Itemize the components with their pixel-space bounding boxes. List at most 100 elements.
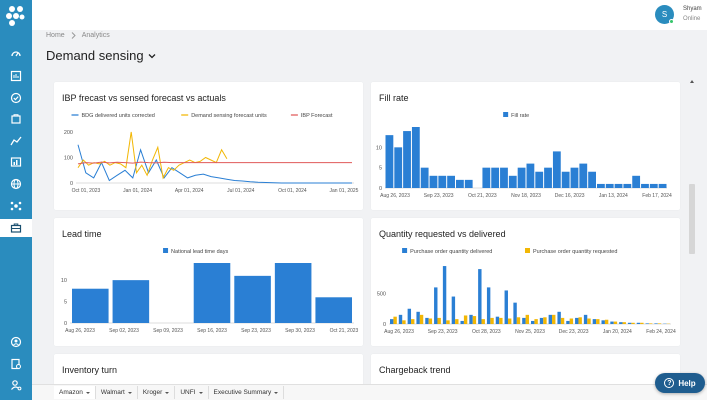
reports-icon[interactable]	[8, 68, 24, 84]
bar	[481, 319, 485, 324]
breadcrumb: Home Analytics	[46, 32, 110, 39]
bar	[649, 183, 658, 188]
caret-down-icon	[274, 391, 279, 394]
x-tick-label: Aug 26, 2023	[380, 193, 410, 199]
bar	[539, 317, 544, 324]
x-tick-label: Aug 26, 2023	[65, 328, 95, 334]
bar	[434, 287, 438, 324]
bar	[398, 314, 403, 324]
bar	[425, 317, 429, 324]
bar	[491, 167, 500, 188]
bar	[403, 131, 411, 188]
x-tick-label: Sep 23, 2023	[424, 193, 454, 199]
card-lead-time: Lead time National lead time days 0 5 10 Aug…	[54, 218, 363, 346]
legend-label: Demand sensing forecast units	[191, 113, 267, 119]
bar	[575, 317, 579, 324]
bar	[428, 318, 433, 324]
bar	[464, 179, 473, 188]
card-title: Chargeback trend	[379, 365, 451, 375]
x-tick-label: Dec 23, 2023	[559, 329, 589, 335]
analytics-icon[interactable]	[8, 154, 24, 170]
dashboard-icon[interactable]	[8, 46, 24, 62]
card-fill-rate: Fill rate Fill rate 0 5 10 Aug 26, 2023 Sep 2…	[371, 82, 680, 210]
x-tick-label: Jan 01, 2024	[123, 188, 152, 194]
x-tick-label: Jul 01, 2024	[227, 188, 254, 194]
y-tick-label: 5	[64, 300, 67, 306]
y-tick-label: 0	[383, 322, 386, 328]
user-name: Shyam	[683, 6, 702, 12]
bar	[610, 321, 614, 324]
globe-icon[interactable]	[8, 176, 24, 192]
y-tick-label: 0	[70, 181, 73, 187]
question-icon: ?	[664, 378, 675, 388]
page-title-text: Demand sensing	[46, 48, 144, 63]
card-title: Fill rate	[379, 93, 409, 103]
trend-icon[interactable]	[8, 133, 24, 149]
y-tick-label: 5	[379, 166, 382, 172]
orders-icon[interactable]	[8, 111, 24, 127]
tab-walmart[interactable]: Walmart	[96, 386, 138, 399]
bar	[446, 320, 450, 324]
y-tick-label: 0	[64, 321, 67, 327]
bar	[516, 317, 521, 324]
x-tick-label: Apr 01, 2024	[175, 188, 204, 194]
y-tick-label: 10	[61, 278, 67, 284]
x-tick-label: Oct 21, 2023	[468, 193, 497, 199]
bar	[601, 320, 605, 324]
tab-unfi[interactable]: UNFI	[175, 386, 209, 399]
bar	[535, 171, 544, 188]
bar	[507, 318, 512, 324]
bar	[640, 322, 644, 324]
bar	[627, 322, 632, 324]
tab-label: Kroger	[142, 389, 163, 396]
tab-kroger[interactable]: Kroger	[138, 386, 176, 399]
bar	[447, 175, 455, 188]
bar	[604, 319, 609, 324]
bar	[442, 266, 447, 324]
legend-label: Fill rate	[511, 113, 529, 119]
bar	[234, 275, 271, 323]
tab-executive-summary[interactable]: Executive Summary	[209, 386, 285, 399]
help-label: Help	[678, 378, 696, 388]
bar	[560, 317, 565, 324]
online-status-dot	[669, 19, 674, 24]
bar	[193, 263, 231, 323]
bar	[469, 314, 473, 324]
check-circle-icon[interactable]	[8, 90, 24, 106]
user-settings-icon[interactable]	[8, 377, 24, 393]
network-icon[interactable]	[8, 198, 24, 214]
bar	[526, 163, 535, 188]
bar	[654, 323, 658, 324]
bar	[508, 175, 517, 188]
y-tick-label: 0	[379, 186, 382, 192]
page-title[interactable]: Demand sensing	[46, 48, 156, 63]
scrollbar-thumb[interactable]	[689, 184, 695, 254]
chevron-down-icon[interactable]	[148, 53, 156, 59]
legend-label: National lead time days	[171, 249, 228, 255]
scroll-up-arrow[interactable]	[690, 80, 694, 83]
app-logo[interactable]	[4, 4, 28, 28]
settings-doc-icon[interactable]	[8, 356, 24, 372]
series-line	[77, 144, 352, 184]
user-circle-icon[interactable]	[8, 334, 24, 350]
x-tick-label: Sep 16, 2023	[197, 328, 227, 334]
caret-down-icon	[127, 391, 132, 394]
bar	[455, 319, 459, 324]
x-tick-label: Sep 02, 2023	[109, 328, 139, 334]
bar	[451, 296, 456, 324]
bar	[504, 290, 508, 324]
tab-amazon[interactable]: Amazon	[54, 386, 96, 399]
bar	[274, 263, 312, 323]
help-button[interactable]: ? Help	[655, 373, 705, 393]
bar	[407, 308, 412, 324]
chart-quantity: Purchase order quantity delivered Purchas…	[377, 248, 676, 335]
y-tick-label: 100	[64, 156, 73, 162]
briefcase-icon[interactable]	[0, 219, 32, 237]
bar	[531, 320, 535, 324]
breadcrumb-home[interactable]: Home	[46, 32, 65, 39]
bar	[583, 314, 588, 324]
bar	[622, 322, 626, 324]
bar	[557, 311, 561, 324]
card-ibp-forecast: IBP frecast vs sensed forecast vs actual…	[54, 82, 363, 210]
bar	[587, 318, 591, 324]
